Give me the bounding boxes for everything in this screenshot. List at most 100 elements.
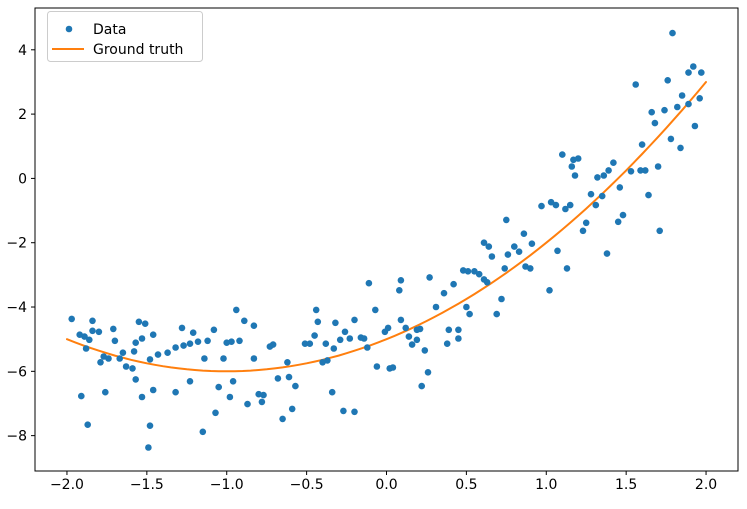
scatter-point [186,378,194,385]
scatter-point [132,339,139,347]
x-axis-ticks: −2.0 −1.5 −1.0 −0.5 0.0 0.5 1.0 1.5 2.0 [50,471,717,493]
scatter-point [696,95,703,102]
scatter-point [285,373,293,381]
scatter-point [146,422,154,430]
scatter-point [475,270,483,278]
legend-data-marker-icon [65,25,73,33]
scatter-point [164,349,171,357]
scatter-point [220,355,227,362]
scatter-point [396,287,403,294]
scatter-point [450,280,457,288]
scatter-point [332,319,339,327]
scatter-point [229,378,237,385]
scatter-point [365,279,373,287]
x-tick-label: 1.0 [535,477,557,493]
scatter-point [440,289,448,297]
scatter-point [189,329,197,337]
scatter-point [405,333,413,340]
scatter-point [68,315,75,323]
scatter-point [132,376,139,383]
y-tick-label: 2 [18,107,27,123]
scatter-point [81,333,88,340]
scatter-point [582,219,590,227]
scatter-point [485,243,493,250]
scatter-point [201,355,208,362]
scatter-point [373,363,381,370]
scatter-point [269,341,277,348]
scatter-point [661,106,668,114]
scatter-point [426,274,433,281]
scatter-point [95,328,103,336]
scatter-point [138,393,146,401]
scatter-point [501,265,509,272]
scatter-point [424,369,432,376]
scatter-point [86,336,93,344]
scatter-point [346,335,354,342]
scatter-point [210,326,218,334]
scatter-point [594,174,601,181]
scatter-point [445,326,453,334]
scatter-point [172,388,179,396]
scatter-point [698,69,705,76]
scatter-point [408,341,416,348]
scatter-point [638,141,646,148]
scatter-point [610,159,617,166]
scatter-point [554,247,561,255]
scatter-point [322,340,330,348]
scatter-point [464,268,472,275]
scatter-point [314,318,322,326]
scatter-point [538,202,545,210]
scatter-point [306,340,314,348]
y-tick-label: −6 [6,364,27,380]
scatter-point [180,342,187,349]
scatter-point [145,444,152,451]
scatter-point [562,205,569,213]
scatter-point [204,337,211,345]
scatter-point [138,335,146,342]
x-tick-label: 2.0 [695,477,717,493]
scatter-point [455,335,462,342]
scatter-point [563,265,571,272]
scatter-point [84,421,91,429]
x-tick-label: −0.5 [290,477,324,493]
scatter-point [603,250,611,257]
scatter-point [421,347,429,354]
scatter-point [82,345,90,352]
scatter-point [397,277,405,284]
scatter-point [592,201,600,209]
scatter-point [570,156,577,164]
scatter-point [480,239,488,246]
y-tick-label: −8 [6,429,27,445]
x-tick-label: 1.5 [615,477,637,493]
scatter-point [288,405,296,413]
scatter-point [250,322,258,330]
scatter-point [685,100,692,108]
scatter-point [463,303,470,311]
x-tick-label: −1.0 [210,477,244,493]
scatter-point [637,167,644,174]
scatter-point [504,251,512,258]
scatter-point [330,345,338,352]
scatter-point [552,201,560,209]
scatter-point [402,324,410,332]
scatter-point [116,355,123,362]
scatter-point [648,108,655,116]
scatter-point [215,383,222,391]
scatter-point [105,355,112,362]
scatter-point [677,144,684,152]
scatter-point [312,306,320,314]
scatter-point [685,69,692,76]
scatter-point [351,316,358,324]
scatter-point [498,295,505,303]
scatter-point [223,339,230,347]
scatter-point [372,306,379,314]
scatter-point [690,63,697,70]
scatter-point [199,428,207,436]
scatter-point [503,216,510,224]
scatter-point [149,331,157,339]
scatter-point [674,103,681,111]
scatter-point [226,393,234,401]
scatter-point [488,253,496,260]
